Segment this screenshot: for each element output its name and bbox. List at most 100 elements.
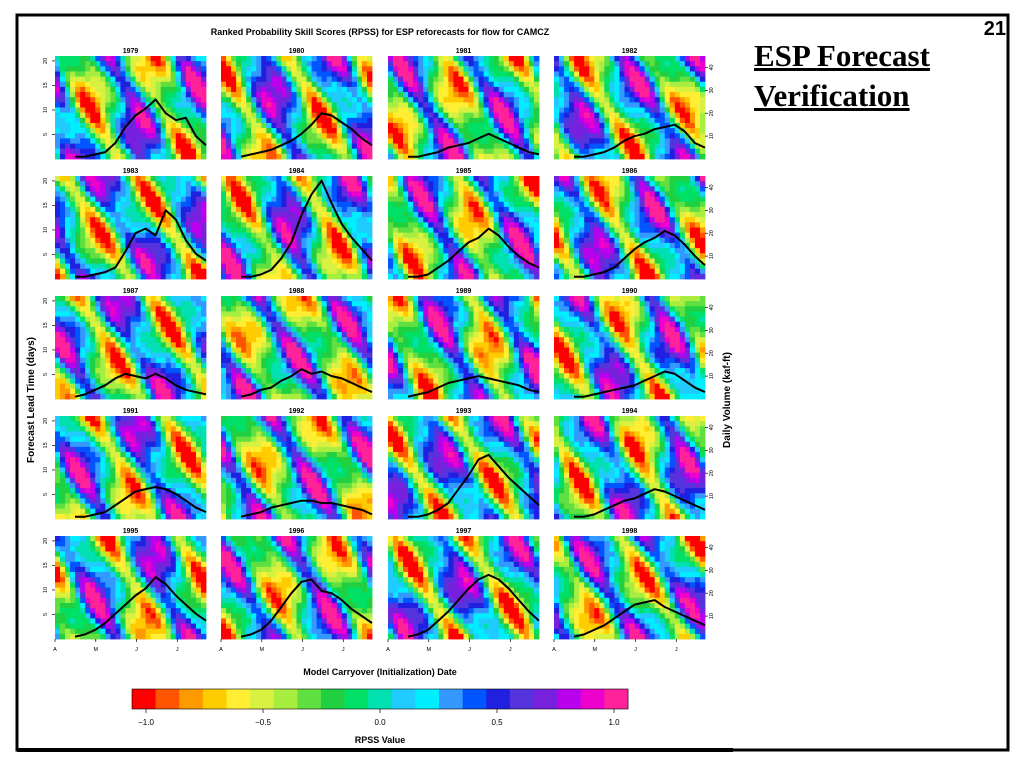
heatmap-cell <box>509 181 514 187</box>
heatmap-cell <box>266 243 271 249</box>
heatmap-cell <box>453 233 458 239</box>
heatmap-cell <box>307 253 312 259</box>
heatmap-cell <box>256 133 261 139</box>
heatmap-cell <box>156 87 161 93</box>
heatmap-cell <box>474 248 479 254</box>
heatmap-cell <box>650 176 655 182</box>
heatmap-cell <box>494 123 499 129</box>
heatmap-cell <box>645 66 650 72</box>
heatmap-cell <box>286 207 291 213</box>
heatmap-cell <box>312 197 317 203</box>
heatmap-cell <box>65 243 70 249</box>
heatmap-cell <box>438 108 443 114</box>
heatmap-cell <box>453 118 458 124</box>
heatmap-cell <box>650 222 655 228</box>
heatmap-cell <box>261 222 266 228</box>
heatmap-cell <box>524 56 529 62</box>
heatmap-cell <box>312 97 317 103</box>
heatmap-cell <box>196 202 201 208</box>
heatmap-cell <box>70 154 75 160</box>
heatmap-cell <box>75 248 80 254</box>
heatmap-cell <box>166 181 171 187</box>
heatmap-cell <box>624 264 629 270</box>
heatmap-cell <box>352 191 357 197</box>
heatmap-cell <box>554 233 559 239</box>
heatmap-cell <box>594 82 599 88</box>
heatmap-cell <box>413 181 418 187</box>
heatmap-cell <box>569 202 574 208</box>
heatmap-cell <box>458 176 463 182</box>
heatmap-cell <box>700 82 705 88</box>
heatmap-cell <box>499 274 504 280</box>
heatmap-cell <box>231 144 236 150</box>
heatmap-cell <box>393 56 398 62</box>
heatmap-cell <box>176 128 181 134</box>
heatmap-cell <box>75 243 80 249</box>
heatmap-cell <box>604 212 609 218</box>
heatmap-cell <box>95 253 100 259</box>
heatmap-cell <box>171 87 176 93</box>
heatmap-cell <box>251 207 256 213</box>
heatmap-cell <box>241 71 246 77</box>
heatmap-cell <box>609 274 614 280</box>
heatmap-cell <box>307 154 312 160</box>
heatmap-cell <box>609 207 614 213</box>
heatmap-cell <box>357 253 362 259</box>
heatmap-cell <box>403 97 408 103</box>
heatmap-cell <box>624 197 629 203</box>
heatmap-cell <box>469 181 474 187</box>
heatmap-cell <box>489 87 494 93</box>
heatmap-cell <box>489 108 494 114</box>
heatmap-cell <box>110 274 115 280</box>
heatmap-cell <box>690 61 695 67</box>
heatmap-cell <box>332 102 337 108</box>
heatmap-cell <box>589 207 594 213</box>
heatmap-cell <box>156 212 161 218</box>
heatmap-cell <box>281 212 286 218</box>
heatmap-cell <box>614 212 619 218</box>
heatmap-cell <box>161 274 166 280</box>
heatmap-cell <box>276 154 281 160</box>
heatmap-cell <box>474 269 479 275</box>
heatmap-cell <box>55 82 60 88</box>
heatmap-cell <box>90 197 95 203</box>
heatmap-cell <box>514 87 519 93</box>
heatmap-cell <box>604 197 609 203</box>
heatmap-cell <box>357 207 362 213</box>
heatmap-cell <box>186 191 191 197</box>
heatmap-cell <box>453 258 458 264</box>
heatmap-cell <box>105 82 110 88</box>
heatmap-cell <box>332 71 337 77</box>
heatmap-cell <box>559 92 564 98</box>
heatmap-cell <box>75 332 80 338</box>
heatmap-cell <box>291 87 296 93</box>
heatmap-cell <box>685 269 690 275</box>
heatmap-cell <box>579 191 584 197</box>
heatmap-cell <box>645 258 650 264</box>
heatmap-cell <box>246 77 251 83</box>
heatmap-cell <box>156 207 161 213</box>
heatmap-cell <box>665 71 670 77</box>
heatmap-cell <box>594 77 599 83</box>
heatmap-cell <box>125 56 130 62</box>
heatmap-cell <box>171 233 176 239</box>
heatmap-cell <box>146 222 151 228</box>
heatmap-cell <box>529 144 534 150</box>
heatmap-cell <box>534 253 539 259</box>
heatmap-cell <box>630 202 635 208</box>
heatmap-cell <box>443 133 448 139</box>
heatmap-cell <box>256 77 261 83</box>
heatmap-cell <box>65 332 70 338</box>
heatmap-cell <box>357 61 362 67</box>
heatmap-cell <box>80 87 85 93</box>
heatmap-cell <box>196 113 201 119</box>
heatmap-cell <box>327 92 332 98</box>
heatmap-cell <box>680 228 685 234</box>
heatmap-cell <box>559 154 564 160</box>
heatmap-cell <box>489 243 494 249</box>
heatmap-cell <box>85 108 90 114</box>
heatmap-cell <box>307 269 312 275</box>
heatmap-cell <box>181 61 186 67</box>
heatmap-cell <box>120 191 125 197</box>
heatmap-cell <box>584 128 589 134</box>
